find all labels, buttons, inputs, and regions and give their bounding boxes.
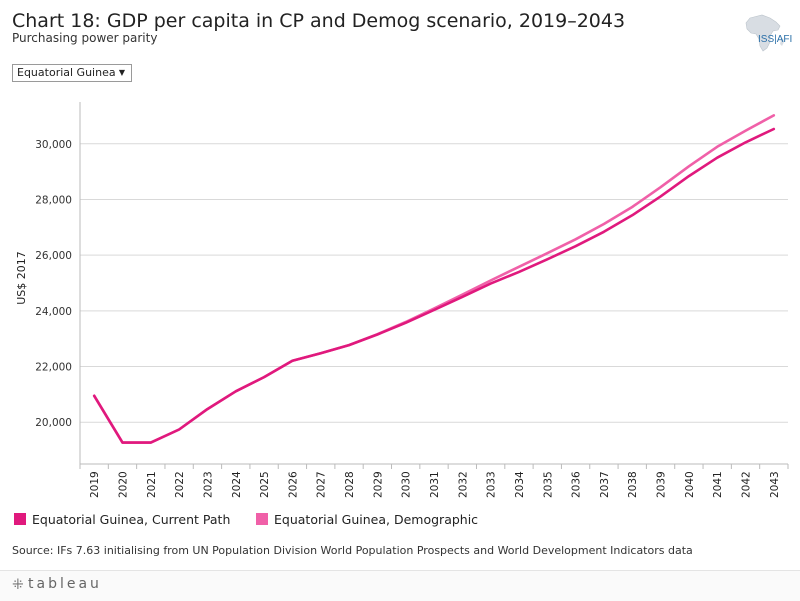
x-tick-label: 2042 <box>741 471 753 498</box>
x-tick-label: 2034 <box>514 471 526 498</box>
x-tick-label: 2023 <box>202 471 214 498</box>
legend-item-demographic[interactable]: Equatorial Guinea, Demographic <box>256 512 478 527</box>
x-tick-label: 2041 <box>712 471 724 498</box>
x-tick-label: 2026 <box>287 471 299 498</box>
series-line-current-path <box>92 127 776 444</box>
y-tick-label: 28,000 <box>35 194 72 206</box>
dropdown-selected-value: Equatorial Guinea <box>17 66 116 79</box>
tableau-logo-icon: ⁜ <box>12 577 24 593</box>
x-tick-label: 2038 <box>627 471 639 498</box>
y-tick-label: 26,000 <box>35 250 72 262</box>
legend-label: Equatorial Guinea, Demographic <box>274 512 479 527</box>
y-tick-label: 22,000 <box>35 362 72 374</box>
source-note: Source: IFs 7.63 initialising from UN Po… <box>12 544 693 557</box>
chart-title: Chart 18: GDP per capita in CP and Demog… <box>12 10 626 32</box>
x-tick-label: 2024 <box>231 471 243 498</box>
y-axis-label: US$ 2017 <box>15 251 28 305</box>
country-filter-dropdown[interactable]: Equatorial Guinea ▼ <box>12 64 132 82</box>
x-tick-label: 2036 <box>571 471 583 498</box>
logo-text: ISS|AFI <box>758 34 793 45</box>
x-tick-label: 2029 <box>372 471 384 498</box>
y-tick-label: 30,000 <box>35 139 72 151</box>
chevron-down-icon: ▼ <box>118 68 125 77</box>
x-tick-label: 2027 <box>316 471 328 498</box>
x-tick-label: 2022 <box>174 471 186 498</box>
x-tick-label: 2043 <box>769 471 781 498</box>
x-tick-label: 2019 <box>89 471 101 498</box>
x-tick-label: 2020 <box>117 471 129 498</box>
x-tick-label: 2035 <box>542 471 554 498</box>
legend-item-current-path[interactable]: Equatorial Guinea, Current Path <box>14 512 230 527</box>
grid-layer <box>80 143 788 423</box>
legend-label: Equatorial Guinea, Current Path <box>32 512 231 527</box>
x-tick-label: 2021 <box>146 471 158 498</box>
x-tick-label: 2033 <box>486 471 498 498</box>
x-tick-label: 2028 <box>344 471 356 498</box>
x-tick-label: 2037 <box>599 471 611 498</box>
x-tick-label: 2031 <box>429 471 441 498</box>
legend-swatch <box>14 513 26 525</box>
chart-subtitle: Purchasing power parity <box>12 31 158 45</box>
iss-africa-logo <box>740 12 792 54</box>
x-tick-label: 2030 <box>401 471 413 498</box>
y-tick-label: 24,000 <box>35 306 72 318</box>
x-tick-label: 2039 <box>656 471 668 498</box>
x-tick-label: 2032 <box>457 471 469 498</box>
africa-map-icon <box>745 14 784 52</box>
x-tick-label: 2025 <box>259 471 271 498</box>
axis-layer: 20,000 22,000 24,000 26,000 28,000 30,000 2019… <box>35 102 789 498</box>
line-chart: 20,000 22,000 24,000 26,000 28,000 30,000 2019… <box>15 102 789 498</box>
tableau-footer: ⁜ tableau <box>0 570 800 601</box>
series-layer <box>92 114 776 444</box>
tableau-brand[interactable]: tableau <box>28 576 102 592</box>
y-tick-label: 20,000 <box>35 417 72 429</box>
series-line-demographic <box>92 114 776 444</box>
legend-swatch <box>256 513 268 525</box>
x-tick-label: 2040 <box>684 471 696 498</box>
